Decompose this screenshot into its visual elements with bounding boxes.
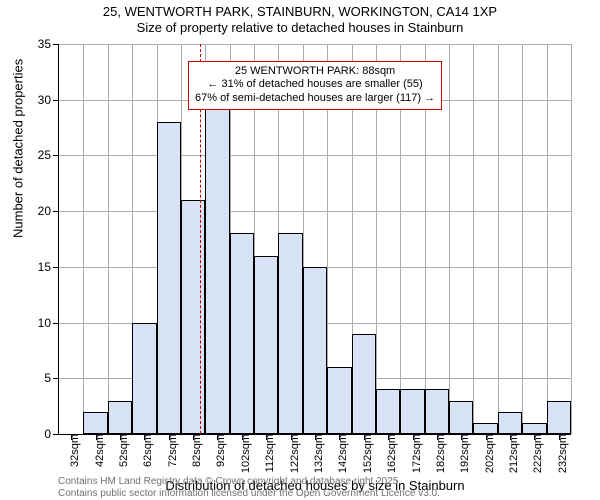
tick-x-label: 222sqm — [524, 434, 544, 473]
tick-x-label: 42sqm — [86, 434, 106, 467]
tick-x-label: 92sqm — [207, 434, 227, 467]
gridline-v — [449, 44, 450, 434]
gridline-h — [59, 155, 571, 156]
histogram-bar — [547, 401, 571, 434]
footer-line-2: Contains public sector information licen… — [58, 488, 440, 500]
histogram-bar — [254, 256, 278, 434]
histogram-bar — [132, 323, 156, 434]
histogram-bar — [205, 89, 229, 434]
tick-x-label: 52sqm — [110, 434, 130, 467]
histogram-bar — [157, 122, 181, 434]
tick-y-label: 15 — [38, 260, 59, 274]
footer-line-1: Contains HM Land Registry data © Crown c… — [58, 476, 440, 488]
histogram-bar — [352, 334, 376, 434]
tick-x-label: 162sqm — [378, 434, 398, 473]
tick-x-label: 172sqm — [403, 434, 423, 473]
y-axis-label: Number of detached properties — [11, 59, 26, 238]
histogram-bar — [449, 401, 473, 434]
tick-x-label: 142sqm — [329, 434, 349, 473]
gridline-v — [83, 44, 84, 434]
tick-y-label: 5 — [44, 371, 59, 385]
histogram-bar — [400, 389, 424, 434]
tick-x-label: 102sqm — [232, 434, 252, 473]
gridline-h — [59, 44, 571, 45]
tick-x-label: 152sqm — [354, 434, 374, 473]
annotation-line: ← 31% of detached houses are smaller (55… — [195, 78, 435, 92]
histogram-bar — [473, 423, 497, 434]
gridline-h — [59, 211, 571, 212]
gridline-v — [108, 44, 109, 434]
histogram-bar — [278, 233, 302, 434]
chart-root: 25, WENTWORTH PARK, STAINBURN, WORKINGTO… — [0, 0, 600, 500]
title-line-2: Size of property relative to detached ho… — [0, 20, 600, 36]
title-line-1: 25, WENTWORTH PARK, STAINBURN, WORKINGTO… — [0, 4, 600, 20]
histogram-bar — [522, 423, 546, 434]
footer-credits: Contains HM Land Registry data © Crown c… — [58, 476, 440, 500]
gridline-v — [571, 44, 572, 434]
tick-y-label: 30 — [38, 93, 59, 107]
tick-x-label: 82sqm — [183, 434, 203, 467]
gridline-v — [547, 44, 548, 434]
tick-x-label: 122sqm — [281, 434, 301, 473]
tick-x-label: 232sqm — [549, 434, 569, 473]
tick-x-label: 112sqm — [256, 434, 276, 472]
tick-x-label: 62sqm — [134, 434, 154, 467]
histogram-bar — [181, 200, 205, 434]
histogram-bar — [376, 389, 400, 434]
tick-x-label: 192sqm — [451, 434, 471, 473]
histogram-bar — [230, 233, 254, 434]
tick-y-label: 25 — [38, 148, 59, 162]
annotation-line: 25 WENTWORTH PARK: 88sqm — [195, 65, 435, 79]
tick-x-label: 202sqm — [476, 434, 496, 473]
histogram-bar — [303, 267, 327, 434]
gridline-v — [473, 44, 474, 434]
tick-x-label: 212sqm — [500, 434, 520, 473]
tick-y-label: 35 — [38, 37, 59, 51]
tick-y-label: 20 — [38, 204, 59, 218]
tick-x-label: 132sqm — [305, 434, 325, 473]
chart-title: 25, WENTWORTH PARK, STAINBURN, WORKINGTO… — [0, 4, 600, 37]
tick-x-label: 32sqm — [61, 434, 81, 467]
histogram-bar — [108, 401, 132, 434]
tick-y-label: 0 — [44, 427, 59, 441]
annotation-box: 25 WENTWORTH PARK: 88sqm← 31% of detache… — [188, 61, 442, 110]
histogram-bar — [425, 389, 449, 434]
plot-area: Distribution of detached houses by size … — [58, 44, 571, 435]
histogram-bar — [498, 412, 522, 434]
histogram-bar — [327, 367, 351, 434]
tick-x-label: 72sqm — [159, 434, 179, 467]
gridline-v — [498, 44, 499, 434]
tick-y-label: 10 — [38, 316, 59, 330]
gridline-v — [522, 44, 523, 434]
tick-x-label: 182sqm — [427, 434, 447, 473]
annotation-line: 67% of semi-detached houses are larger (… — [195, 92, 435, 106]
histogram-bar — [83, 412, 107, 434]
